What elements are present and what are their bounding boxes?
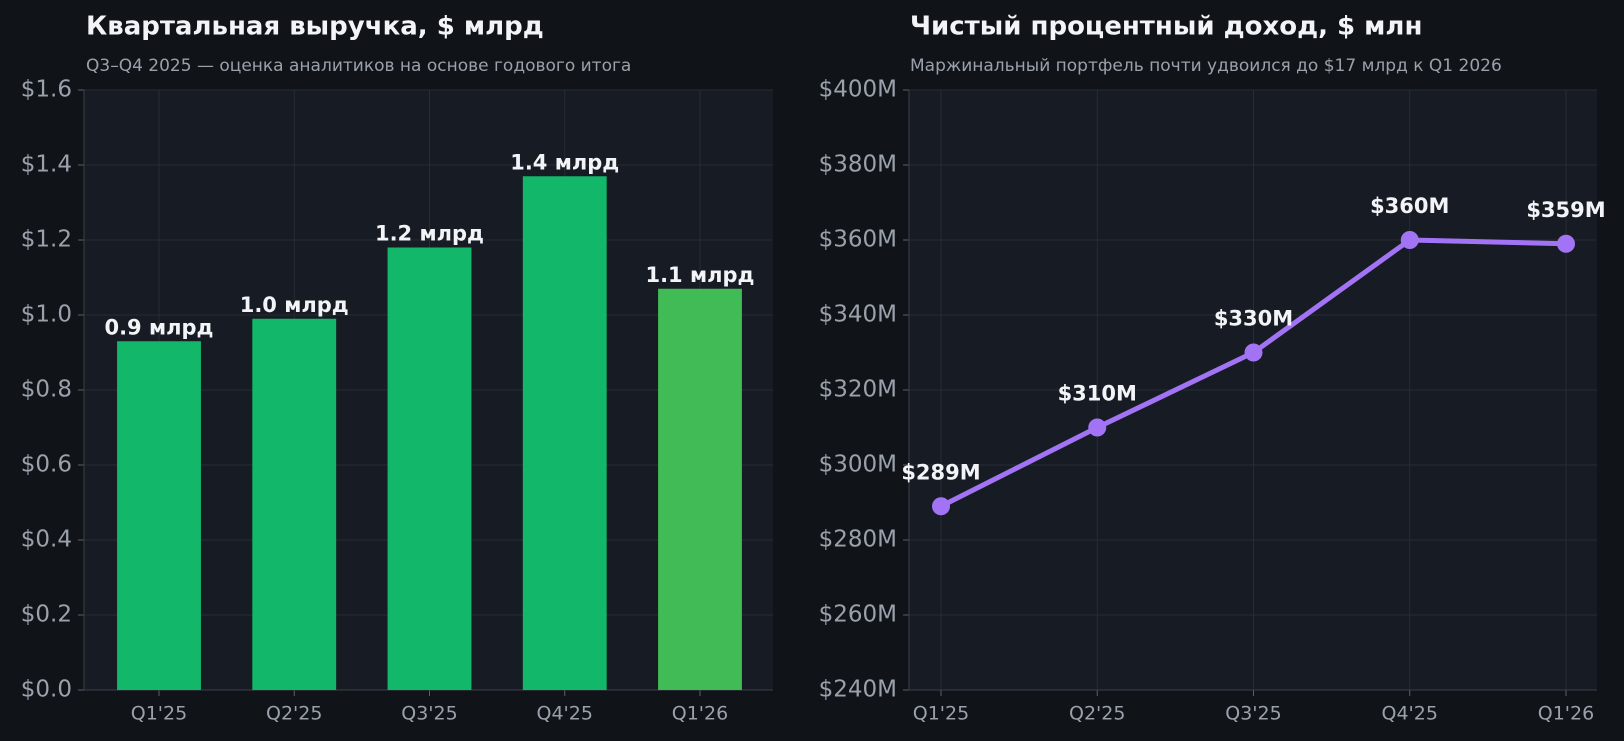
value-label: $359M: [1526, 198, 1605, 222]
y-tick-label: $0.4: [21, 527, 72, 553]
value-label: 0.9 млрд: [104, 315, 213, 339]
y-tick-label: $0.8: [21, 377, 72, 403]
value-label: $289M: [901, 460, 980, 484]
chart-panel: Квартальная выручка, $ млрд Q3–Q4 2025 — …: [21, 12, 773, 725]
x-tick-label: Q1'26: [672, 703, 728, 725]
value-label: 1.1 млрд: [645, 263, 754, 287]
chart-subtitle: Q3–Q4 2025 — оценка аналитиков на основе…: [86, 56, 631, 76]
y-tick-label: $1.4: [21, 152, 72, 178]
x-tick-label: Q4'25: [537, 703, 593, 725]
y-tick-label: $380M: [819, 152, 897, 178]
y-tick-label: $300M: [819, 452, 897, 478]
bar: [117, 341, 201, 690]
y-tick-label: $260M: [819, 602, 897, 628]
y-tick-label: $400M: [819, 77, 897, 103]
y-tick-label: $1.6: [21, 77, 72, 103]
x-tick-label: Q1'25: [131, 703, 187, 725]
chart-title: Квартальная выручка, $ млрд: [86, 12, 544, 42]
x-tick-label: Q2'25: [266, 703, 322, 725]
x-tick-label: Q1'26: [1538, 703, 1594, 725]
x-tick-label: Q4'25: [1382, 703, 1438, 725]
x-tick-label: Q1'25: [913, 703, 969, 725]
x-tick-label: Q3'25: [1225, 703, 1281, 725]
point: [932, 497, 950, 516]
point: [1557, 234, 1575, 253]
bar: [252, 318, 337, 690]
x-tick-label: Q2'25: [1069, 703, 1125, 725]
point: [1244, 343, 1263, 362]
y-tick-label: $0.0: [21, 677, 72, 703]
point: [1088, 418, 1107, 437]
value-label: 1.2 млрд: [375, 222, 484, 246]
chart-panel: Чистый процентный доход, $ млн Маржинальн…: [819, 12, 1606, 725]
bar: [658, 288, 742, 690]
chart-subtitle: Маржинальный портфель почти удвоился до …: [910, 56, 1502, 76]
bar: [522, 176, 607, 690]
y-tick-label: $360M: [819, 227, 897, 253]
bar: [387, 247, 472, 690]
y-tick-label: $320M: [819, 377, 897, 403]
value-label: $330M: [1214, 307, 1293, 331]
x-tick-label: Q3'25: [401, 703, 457, 725]
y-tick-label: $340M: [819, 302, 897, 328]
y-tick-label: $0.2: [21, 602, 72, 628]
y-tick-label: $240M: [819, 677, 897, 703]
value-label: $360M: [1370, 194, 1449, 218]
y-tick-label: $280M: [819, 527, 897, 553]
y-tick-label: $1.0: [21, 302, 72, 328]
y-tick-label: $1.2: [21, 227, 72, 253]
chart-title: Чистый процентный доход, $ млн: [910, 12, 1422, 42]
value-label: 1.0 млрд: [240, 293, 349, 317]
point: [1400, 231, 1419, 249]
value-label: 1.4 млрд: [510, 150, 619, 174]
y-tick-label: $0.6: [21, 452, 72, 478]
value-label: $310M: [1058, 382, 1137, 406]
